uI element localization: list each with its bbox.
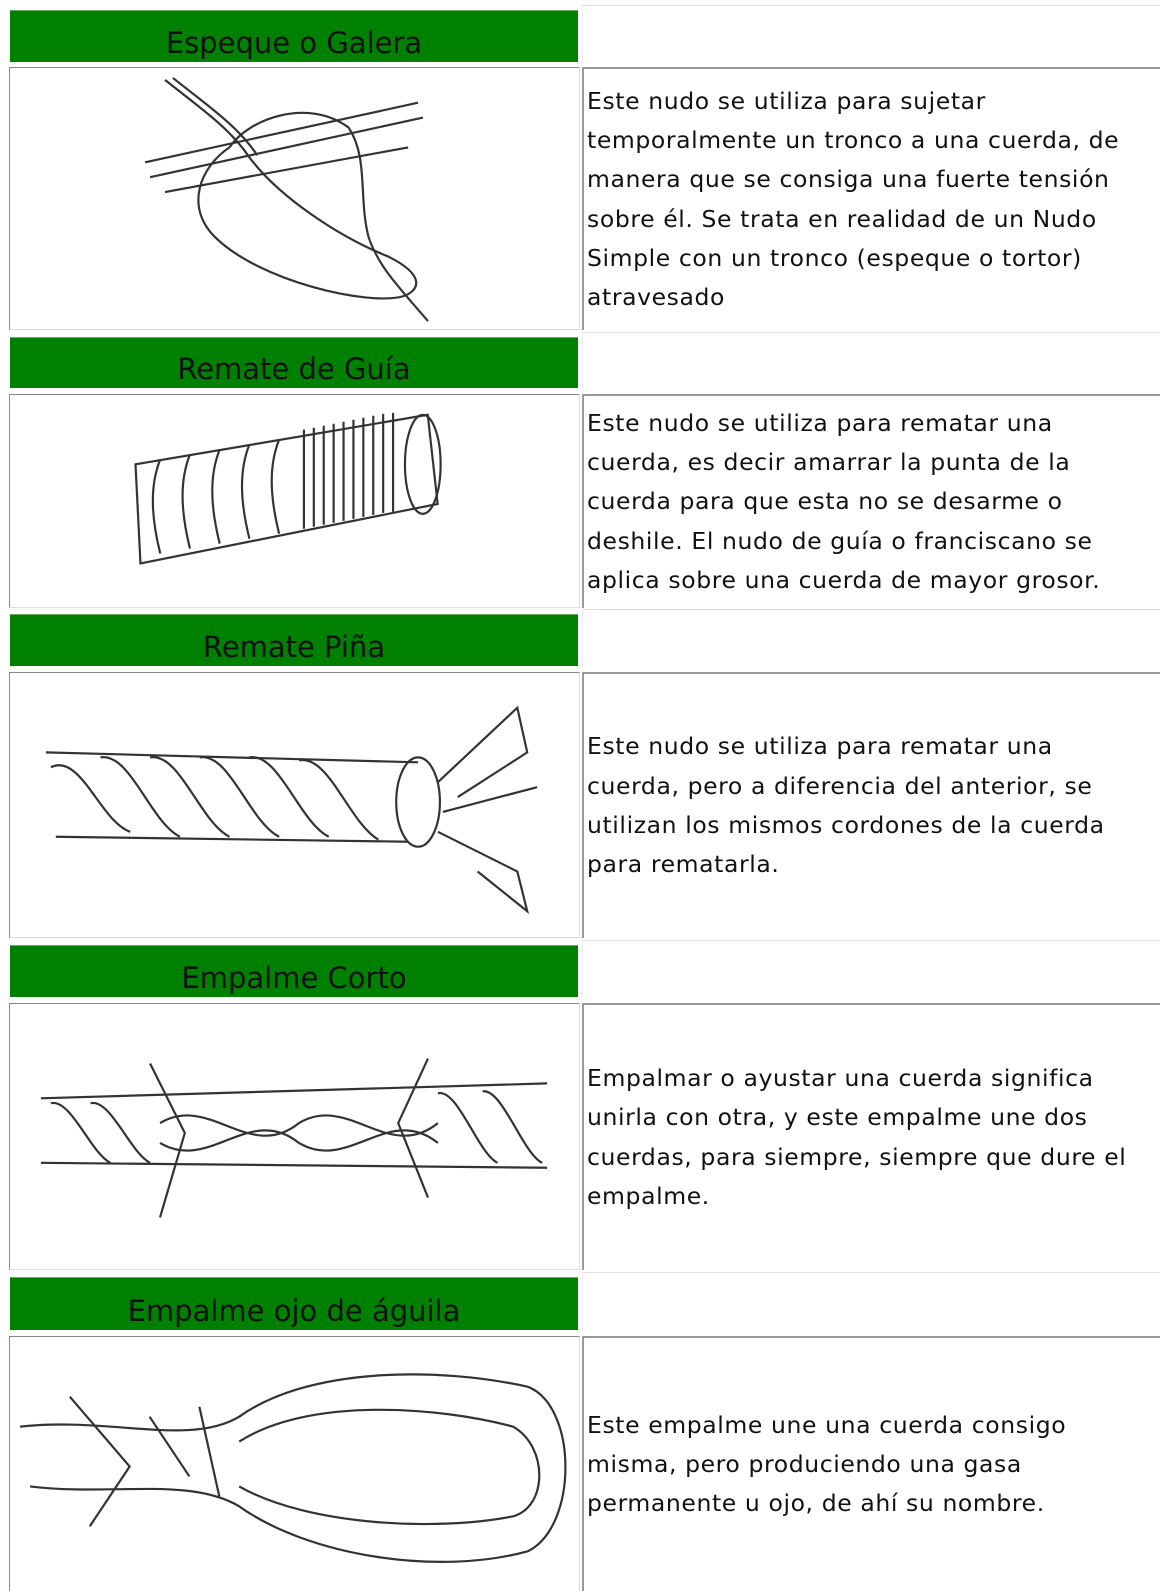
empty-cell	[582, 1272, 1160, 1330]
illustration	[144, 77, 429, 322]
knot-description: Empalmar o ayustar una cuerda significa …	[582, 1003, 1160, 1270]
illustration-cell	[9, 672, 580, 938]
knot-description: Este nudo se utiliza para rematar una cu…	[582, 672, 1160, 938]
empty-cell	[582, 332, 1160, 388]
knot-description: Este empalme une una cuerda consigo mism…	[582, 1336, 1160, 1591]
knot-description: Este nudo se utiliza para sujetar tempor…	[582, 67, 1160, 330]
empty-cell	[582, 5, 1160, 62]
illustration	[19, 1373, 567, 1563]
empty-cell	[582, 609, 1160, 666]
illustration-cell	[9, 1003, 580, 1270]
illustration-cell	[9, 1336, 580, 1591]
illustration	[134, 412, 442, 565]
illustration-cell	[9, 67, 580, 330]
knot-title: Espeque o Galera	[10, 10, 578, 62]
illustration	[40, 1058, 548, 1218]
illustration	[45, 705, 538, 915]
empty-cell	[582, 940, 1160, 997]
knot-title: Remate Piña	[10, 614, 578, 666]
knot-title: Empalme Corto	[10, 945, 578, 997]
knot-title: Empalme ojo de águila	[10, 1277, 578, 1330]
knot-title: Remate de Guía	[10, 337, 578, 388]
knot-description: Este nudo se utiliza para rematar una cu…	[582, 394, 1160, 608]
illustration-cell	[9, 394, 580, 608]
